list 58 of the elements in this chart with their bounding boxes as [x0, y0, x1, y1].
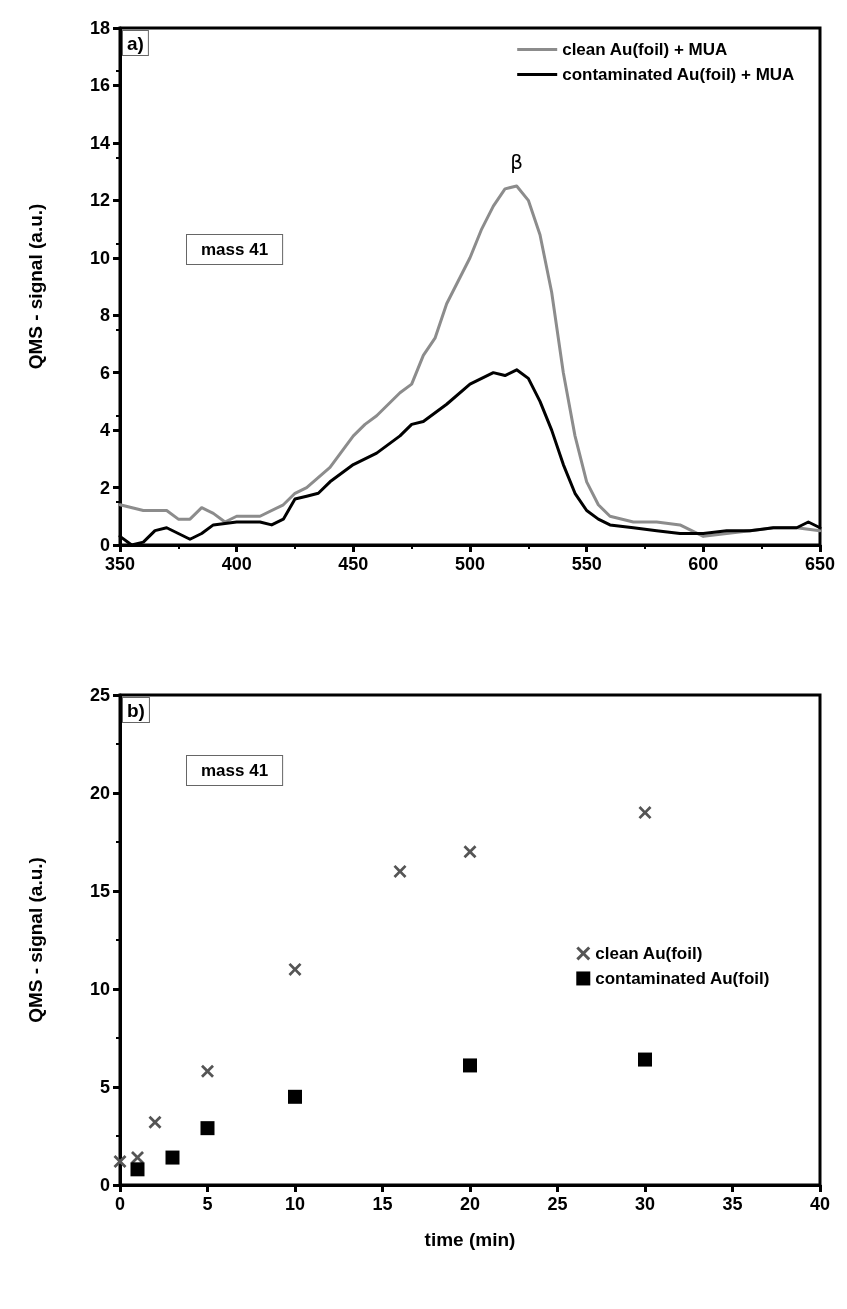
y-tick-label: 2 — [99, 477, 110, 498]
x-tick-label: 25 — [547, 1194, 568, 1214]
point — [463, 845, 477, 859]
point — [463, 1058, 477, 1073]
annotation: a) — [127, 33, 144, 54]
y-tick-label: 10 — [89, 247, 110, 268]
y-tick-label: 5 — [99, 1077, 110, 1097]
annotation: β — [510, 149, 524, 174]
point — [113, 1154, 127, 1168]
x-tick-label: 400 — [221, 554, 252, 574]
y-tick-label: 8 — [99, 305, 110, 326]
y-tick-label: 25 — [89, 685, 110, 705]
x-tick-label: 20 — [459, 1194, 481, 1214]
y-tick-label: 6 — [99, 362, 110, 383]
legend-label: clean Au(foil) — [595, 943, 703, 963]
legend-label: contaminated Au(foil) — [595, 968, 770, 988]
legend-label: clean Au(foil) + MUA — [562, 40, 728, 59]
x-axis-title: time (min) — [424, 1229, 516, 1250]
x-tick-label: 15 — [372, 1194, 393, 1214]
y-tick-label: 0 — [99, 535, 110, 555]
point — [165, 1150, 180, 1165]
y-tick-label: 16 — [89, 75, 110, 96]
x-tick-label: 600 — [688, 554, 719, 574]
point — [288, 1089, 302, 1104]
annotation: mass 41 — [201, 240, 269, 259]
x-tick-label: 40 — [809, 1194, 831, 1214]
point — [200, 1121, 215, 1136]
x-tick-label: 0 — [114, 1194, 126, 1214]
point — [148, 1115, 162, 1129]
x-tick-label: 550 — [571, 554, 602, 574]
annotation: mass 41 — [201, 761, 269, 780]
y-tick-label: 15 — [89, 881, 110, 901]
y-tick-label: 12 — [89, 190, 110, 211]
annotation: b) — [127, 700, 145, 721]
point — [288, 962, 302, 976]
y-tick-label: 4 — [99, 420, 110, 441]
y-tick-label: 10 — [89, 979, 110, 999]
y-tick-label: 0 — [99, 1175, 110, 1195]
point — [130, 1162, 145, 1177]
y-tick-label: 20 — [89, 783, 110, 803]
y-tick-label: 18 — [89, 18, 110, 38]
x-tick-label: 650 — [804, 554, 836, 574]
point — [638, 806, 652, 820]
x-tick-label: 35 — [722, 1194, 743, 1214]
y-axis-title: QMS - signal (a.u.) — [25, 857, 46, 1023]
x-tick-label: 10 — [284, 1194, 306, 1214]
x-tick-label: 30 — [634, 1194, 656, 1214]
x-tick-label: 500 — [454, 554, 486, 574]
line-series — [118, 184, 822, 538]
legend-label: contaminated Au(foil) + MUA — [562, 65, 795, 84]
point — [393, 864, 407, 878]
x-tick-label: 450 — [338, 554, 369, 574]
y-axis-title: QMS - signal (a.u.) — [25, 203, 46, 370]
point — [201, 1064, 214, 1078]
point — [638, 1052, 652, 1067]
x-tick-label: 5 — [202, 1194, 213, 1214]
y-tick-label: 14 — [89, 132, 110, 153]
x-tick-label: 350 — [104, 554, 136, 574]
